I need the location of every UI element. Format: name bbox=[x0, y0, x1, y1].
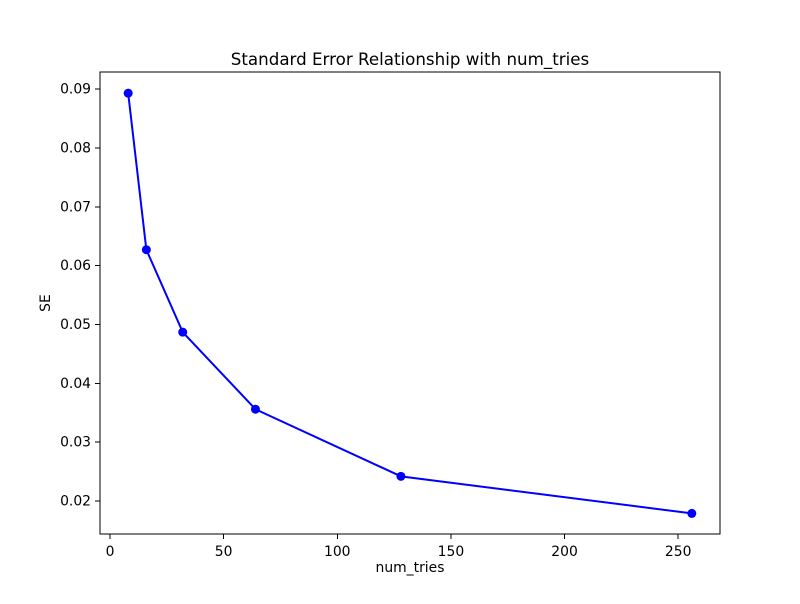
data-point-marker bbox=[687, 508, 697, 518]
y-tick-label: 0.08 bbox=[60, 140, 91, 156]
y-axis-label: SE bbox=[38, 294, 54, 312]
x-tick-label: 150 bbox=[438, 544, 465, 560]
y-tick-label: 0.09 bbox=[60, 82, 91, 98]
x-axis-label: num_tries bbox=[376, 560, 445, 576]
y-tick-label: 0.05 bbox=[60, 317, 91, 333]
x-tick-label: 0 bbox=[106, 544, 115, 560]
ticks-layer: 0 50 100 150 200 250 0.02 0.03 0.04 0.05 0.06 0.07 0… bbox=[60, 82, 691, 560]
x-tick-label: 50 bbox=[215, 544, 233, 560]
y-tick-label: 0.03 bbox=[60, 435, 91, 451]
data-point-marker bbox=[396, 471, 406, 481]
y-tick-label: 0.04 bbox=[60, 376, 91, 392]
data-point-marker bbox=[141, 245, 151, 255]
data-point-marker bbox=[250, 404, 260, 414]
x-tick-label: 250 bbox=[665, 544, 692, 560]
plot-line bbox=[127, 92, 693, 515]
y-tick-label: 0.07 bbox=[60, 199, 91, 215]
data-point-marker bbox=[123, 88, 133, 98]
chart-title: Standard Error Relationship with num_tri… bbox=[231, 49, 589, 70]
y-tick-label: 0.02 bbox=[60, 494, 91, 510]
x-tick-label: 200 bbox=[551, 544, 578, 560]
axes-box bbox=[99, 71, 721, 535]
series-layer bbox=[123, 88, 697, 518]
y-tick-label: 0.06 bbox=[60, 258, 91, 274]
x-tick-label: 100 bbox=[324, 544, 351, 560]
data-point-marker bbox=[178, 327, 188, 337]
